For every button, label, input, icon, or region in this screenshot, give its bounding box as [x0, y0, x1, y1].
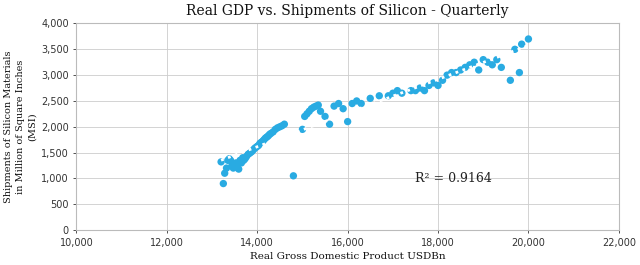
Point [397, 91, 407, 95]
Point [469, 60, 479, 64]
Point [218, 182, 228, 186]
Point [259, 138, 269, 142]
Point [231, 161, 241, 165]
Point [496, 65, 506, 69]
Point [474, 68, 484, 72]
Point [268, 130, 278, 134]
Point [225, 158, 236, 162]
Point [228, 166, 239, 170]
Point [288, 174, 298, 178]
Point [351, 99, 362, 103]
Point [311, 104, 321, 108]
Point [505, 78, 515, 82]
Point [365, 96, 375, 100]
Point [437, 78, 447, 82]
Point [234, 167, 244, 171]
Point [307, 107, 317, 111]
Point [329, 104, 339, 108]
Point [239, 158, 249, 162]
Point [298, 127, 308, 131]
Point [260, 136, 271, 140]
Point [250, 146, 260, 151]
Point [374, 94, 385, 98]
Point [392, 89, 403, 93]
Point [515, 70, 525, 75]
Point [251, 145, 261, 149]
Point [424, 83, 434, 87]
Point [313, 103, 323, 107]
Point [465, 63, 475, 67]
Point [224, 157, 234, 161]
Point [237, 156, 248, 160]
Point [277, 123, 287, 128]
Point [264, 132, 275, 137]
Point [516, 42, 527, 46]
Point [253, 143, 264, 147]
Point [244, 152, 254, 156]
Point [221, 166, 232, 170]
Point [220, 171, 230, 175]
Point [509, 47, 520, 51]
Point [338, 107, 348, 111]
Point [347, 101, 357, 106]
Point [235, 158, 245, 162]
Point [255, 141, 265, 145]
Point [256, 140, 266, 144]
Point [419, 89, 429, 93]
Point [460, 65, 470, 69]
Point [483, 60, 493, 64]
Point [356, 101, 366, 106]
Point [410, 89, 420, 93]
Point [492, 58, 502, 62]
Point [324, 122, 335, 126]
Point [451, 70, 461, 75]
Point [240, 157, 250, 161]
Point [246, 149, 257, 154]
Text: R² = 0.9164: R² = 0.9164 [415, 172, 492, 185]
Point [236, 161, 246, 165]
Point [241, 154, 252, 159]
Title: Real GDP vs. Shipments of Silicon - Quarterly: Real GDP vs. Shipments of Silicon - Quar… [186, 4, 509, 18]
Point [257, 139, 268, 143]
Point [266, 131, 276, 136]
Point [388, 91, 398, 95]
Point [447, 70, 457, 75]
Point [308, 105, 319, 109]
Point [263, 134, 273, 138]
Point [230, 162, 240, 166]
Point [342, 120, 353, 124]
Point [270, 127, 280, 131]
Point [245, 151, 255, 155]
Point [248, 148, 259, 152]
Point [406, 89, 416, 93]
Point [316, 109, 326, 113]
Point [262, 135, 272, 139]
Point [273, 126, 283, 130]
Point [415, 86, 425, 90]
Point [428, 81, 438, 85]
Point [300, 114, 310, 118]
Point [320, 114, 330, 118]
Point [383, 94, 394, 98]
Point [442, 73, 452, 77]
Point [302, 112, 312, 116]
Point [223, 158, 233, 162]
Point [433, 83, 443, 87]
Point [487, 63, 497, 67]
Point [227, 163, 237, 167]
Point [216, 160, 226, 164]
Point [333, 101, 344, 106]
X-axis label: Real Gross Domestic Product USDBn: Real Gross Domestic Product USDBn [250, 252, 445, 261]
Point [456, 68, 466, 72]
Point [524, 37, 534, 41]
Point [304, 109, 314, 113]
Y-axis label: Shipments of Silicon Materials
in Million of Square Inches
(MSI): Shipments of Silicon Materials in Millio… [4, 51, 36, 203]
Point [478, 58, 488, 62]
Point [279, 122, 289, 126]
Point [232, 165, 243, 169]
Point [243, 153, 253, 157]
Point [275, 125, 285, 129]
Point [252, 144, 262, 148]
